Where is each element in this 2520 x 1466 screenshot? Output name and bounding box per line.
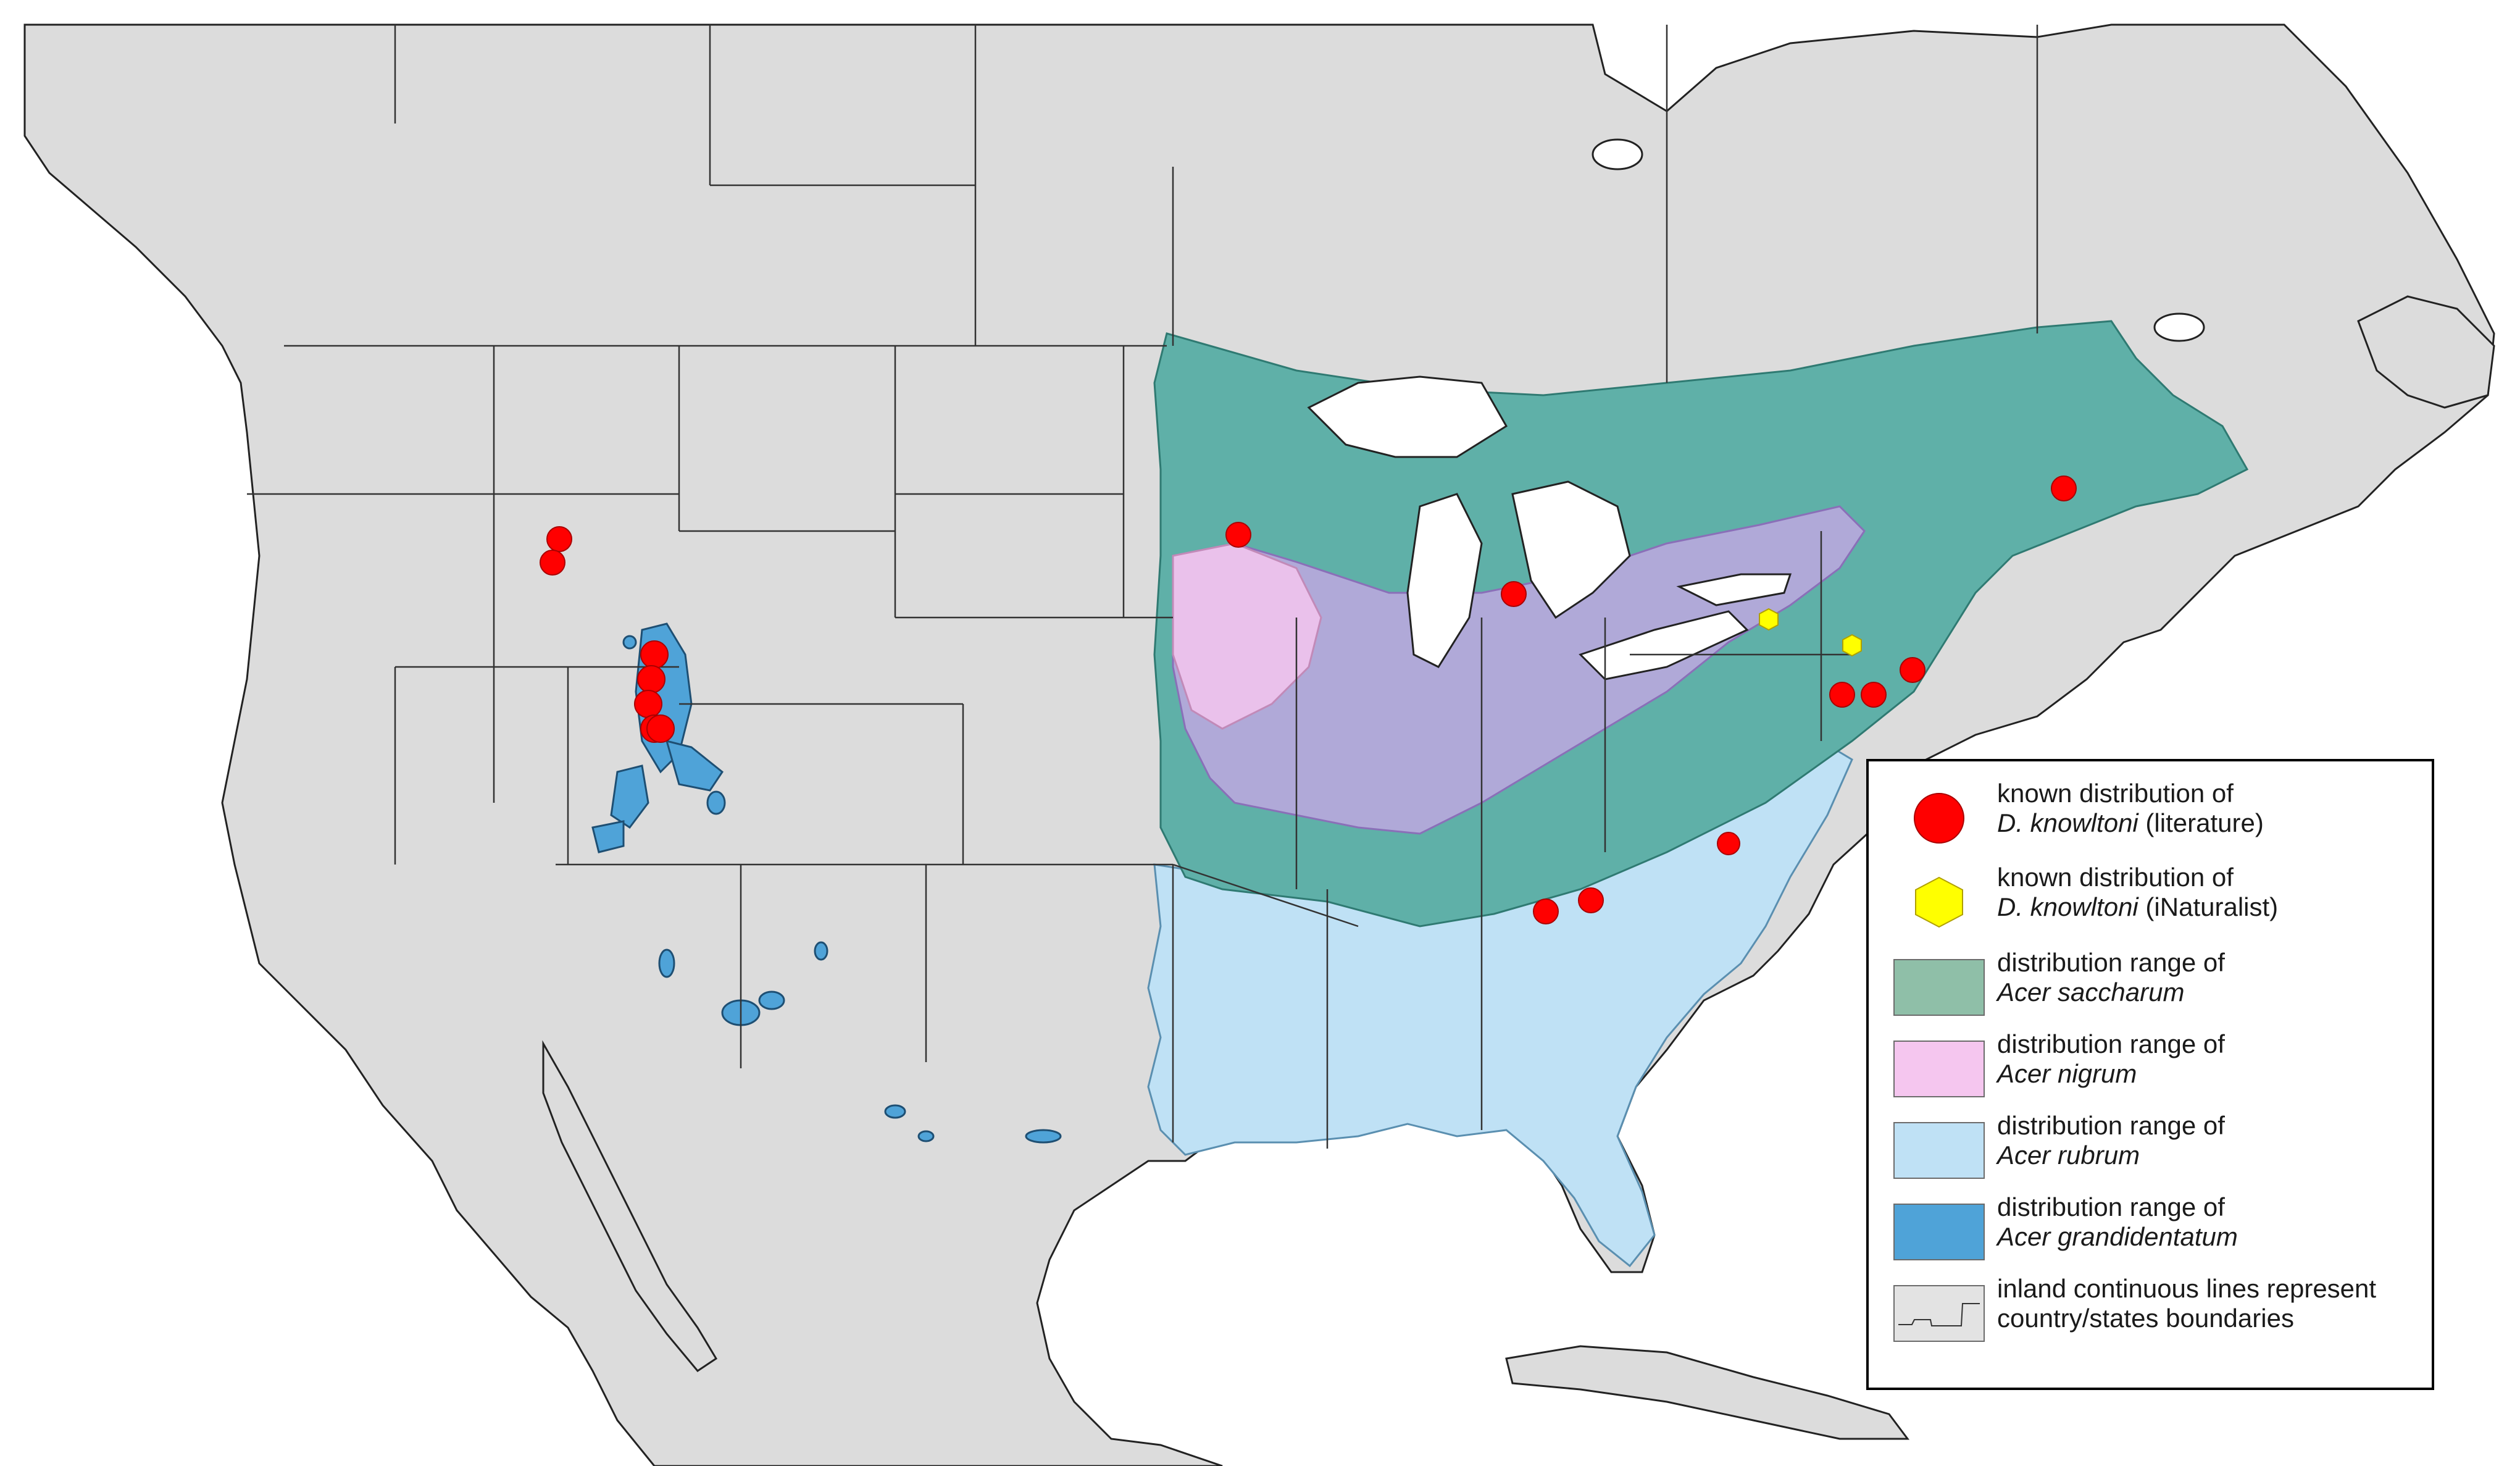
- literature-dot: [1861, 682, 1887, 708]
- legend-item-boundaries: inland continuous lines represent countr…: [1869, 1270, 2432, 1344]
- map-legend: known distribution of D. knowltoni (lite…: [1866, 759, 2434, 1390]
- literature-dot: [546, 526, 572, 552]
- lake-mistassini: [2153, 312, 2205, 342]
- inaturalist-hexagon: [1759, 608, 1779, 631]
- boundary-line-swatch: [1893, 1285, 1985, 1342]
- literature-dot: [1225, 522, 1251, 548]
- great-lakes: [1307, 375, 1792, 681]
- boundary-lines: [247, 25, 2038, 1149]
- legend-label-acer-rubrum: distribution range of Acer rubrum: [1997, 1111, 2225, 1170]
- inaturalist-points: [1759, 608, 1862, 657]
- legend-label-acer-saccharum: distribution range of Acer saccharum: [1997, 948, 2225, 1007]
- legend-item-acer-grandidentatum: distribution range of Acer grandidentatu…: [1869, 1189, 2432, 1263]
- legend-item-acer-rubrum: distribution range of Acer rubrum: [1869, 1107, 2432, 1181]
- lake-winnipeg: [1592, 138, 1643, 170]
- acer-nigrum-swatch: [1893, 1041, 1985, 1097]
- literature-dot: [1717, 832, 1740, 855]
- legend-item-literature: known distribution of D. knowltoni (lite…: [1869, 775, 2432, 849]
- baja-california: [542, 1040, 718, 1372]
- literature-dot: [1578, 887, 1604, 913]
- literature-dot: [640, 640, 669, 669]
- legend-item-acer-nigrum: distribution range of Acer nigrum: [1869, 1026, 2432, 1100]
- legend-label-literature: known distribution of D. knowltoni (lite…: [1997, 779, 2264, 837]
- literature-dot: [1829, 682, 1855, 708]
- literature-dot: [634, 690, 662, 718]
- cuba: [1505, 1345, 1909, 1440]
- yellow-hexagon-icon: [1893, 874, 1985, 931]
- inaturalist-hexagon: [1842, 634, 1862, 657]
- literature-dot: [646, 714, 675, 743]
- legend-label-acer-grandidentatum: distribution range of Acer grandidentatu…: [1997, 1192, 2238, 1251]
- red-circle-icon: [1893, 790, 1985, 847]
- literature-points: [540, 475, 2077, 924]
- acer-nigrum-pink-core: [1172, 542, 1322, 730]
- legend-item-acer-saccharum: distribution range of Acer saccharum: [1869, 944, 2432, 1018]
- legend-label-acer-nigrum: distribution range of Acer nigrum: [1997, 1029, 2225, 1088]
- literature-dot: [540, 550, 565, 576]
- legend-item-inaturalist: known distribution of D. knowltoni (iNat…: [1869, 859, 2432, 933]
- literature-dot: [1533, 898, 1559, 924]
- newfoundland: [2357, 295, 2495, 409]
- literature-dot: [637, 665, 665, 693]
- legend-label-boundaries: inland continuous lines represent countr…: [1997, 1274, 2377, 1333]
- acer-saccharum-swatch: [1893, 959, 1985, 1016]
- literature-dot: [2051, 475, 2077, 501]
- legend-label-inaturalist: known distribution of D. knowltoni (iNat…: [1997, 863, 2279, 921]
- literature-dot: [1501, 581, 1527, 607]
- acer-grandidentatum-swatch: [1893, 1204, 1985, 1260]
- acer-rubrum-swatch: [1893, 1122, 1985, 1179]
- literature-dot: [1900, 657, 1925, 683]
